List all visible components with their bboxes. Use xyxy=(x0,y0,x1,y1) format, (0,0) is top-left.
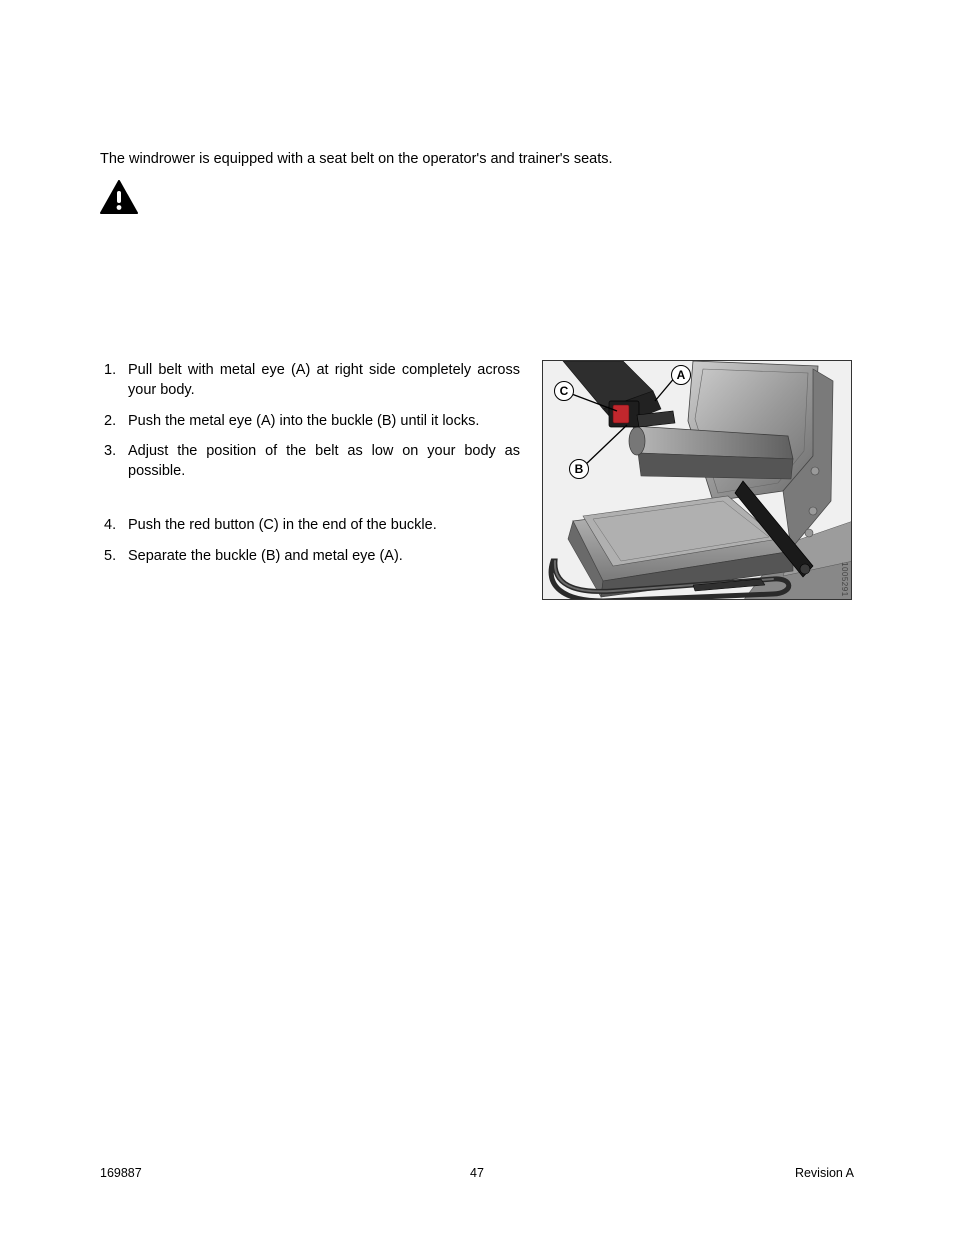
steps-list: 1. Pull belt with metal eye (A) at right… xyxy=(100,360,520,481)
callout-b: B xyxy=(569,459,589,479)
text-column: 1. Pull belt with metal eye (A) at right… xyxy=(100,360,520,600)
step-text: Push the metal eye (A) into the buckle (… xyxy=(128,411,520,431)
content-row: 1. Pull belt with metal eye (A) at right… xyxy=(100,360,854,600)
steps-list-2: 4. Push the red button (C) in the end of… xyxy=(100,515,520,566)
warning-icon xyxy=(100,180,138,219)
step-text: Adjust the position of the belt as low o… xyxy=(128,441,520,482)
step-5: 5. Separate the buckle (B) and metal eye… xyxy=(100,546,520,566)
seat-illustration xyxy=(543,361,852,600)
footer-page-number: 47 xyxy=(100,1166,854,1180)
page-footer: 169887 47 Revision A xyxy=(100,1166,854,1180)
step-number: 1. xyxy=(100,360,128,401)
step-3: 3. Adjust the position of the belt as lo… xyxy=(100,441,520,482)
intro-text: The windrower is equipped with a seat be… xyxy=(100,150,854,170)
step-2: 2. Push the metal eye (A) into the buckl… xyxy=(100,411,520,431)
seat-belt-figure: A C B 1005291 xyxy=(542,360,852,600)
callout-a: A xyxy=(671,365,691,385)
step-number: 5. xyxy=(100,546,128,566)
figure-image-number: 1005291 xyxy=(840,562,849,597)
callout-c: C xyxy=(554,381,574,401)
figure-column: A C B 1005291 xyxy=(542,360,852,600)
step-number: 4. xyxy=(100,515,128,535)
step-text: Pull belt with metal eye (A) at right si… xyxy=(128,360,520,401)
page: The windrower is equipped with a seat be… xyxy=(0,0,954,1235)
step-number: 2. xyxy=(100,411,128,431)
step-text: Separate the buckle (B) and metal eye (A… xyxy=(128,546,520,566)
step-4: 4. Push the red button (C) in the end of… xyxy=(100,515,520,535)
step-1: 1. Pull belt with metal eye (A) at right… xyxy=(100,360,520,401)
step-text: Push the red button (C) in the end of th… xyxy=(128,515,520,535)
step-number: 3. xyxy=(100,441,128,482)
